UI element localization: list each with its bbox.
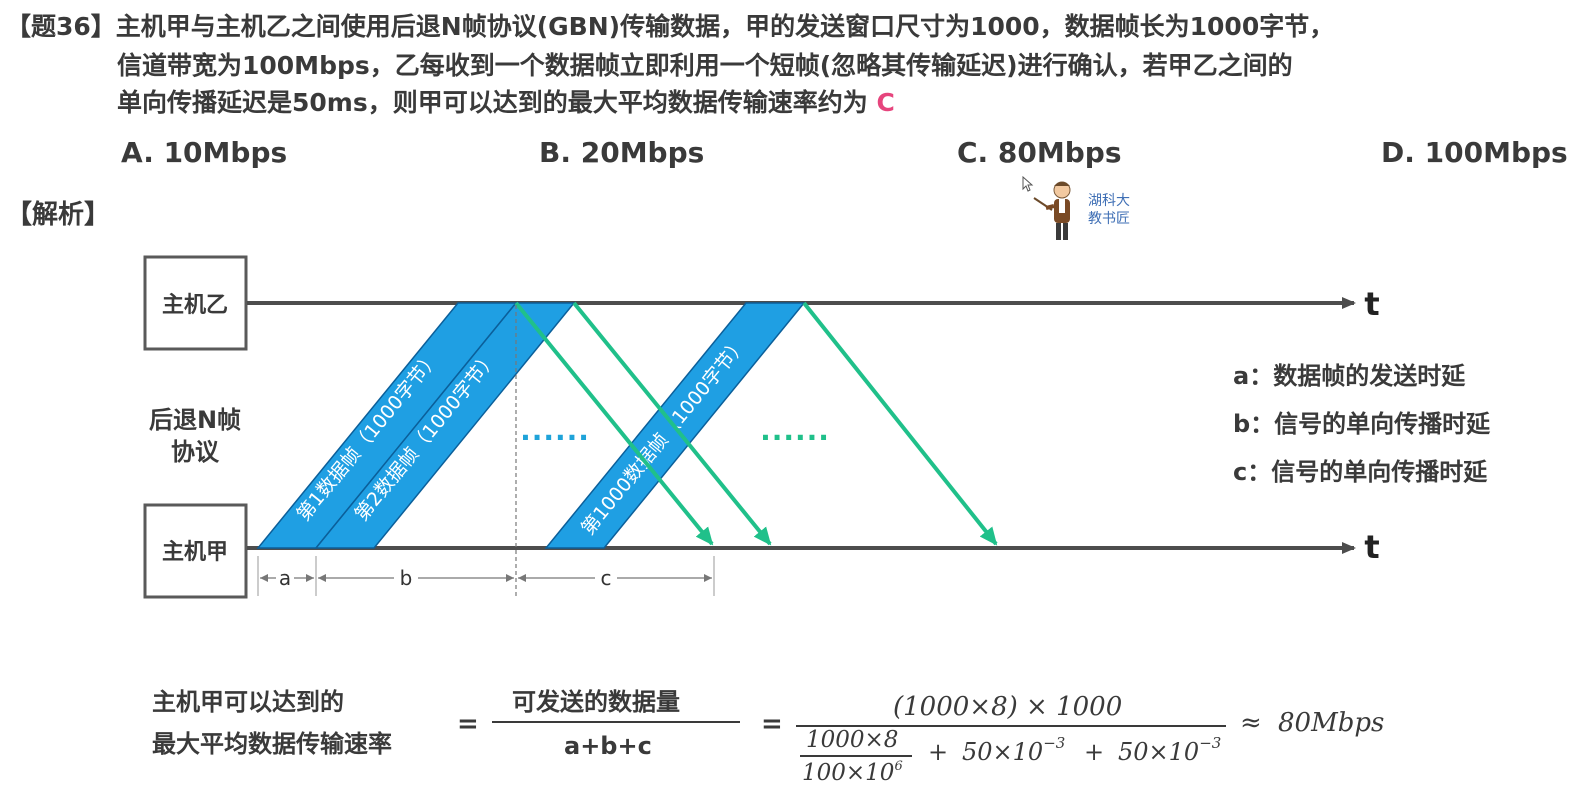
host-b-label: 主机乙 xyxy=(162,293,228,318)
formula-big-numerator: (1000×8) × 1000 xyxy=(893,692,1123,722)
formula-term-2-base: 50×10 xyxy=(1118,738,1200,766)
option-c: C. 80Mbps xyxy=(957,136,1122,169)
formula-inner-den-exp: 6 xyxy=(894,759,903,774)
question-line-2: 信道带宽为100Mbps，乙每收到一个数据帧立即利用一个短帧(忽略其传输延迟)进… xyxy=(117,51,1293,80)
formula-frac-numerator: 可发送的数据量 xyxy=(512,688,680,716)
question-line-3: 单向传播延迟是50ms，则甲可以达到的最大平均数据传输速率约为 C xyxy=(117,90,895,115)
formula-plus-1: + xyxy=(928,738,949,766)
formula-result: 80Mbps xyxy=(1278,708,1385,738)
legend-b: b：信号的单向传播时延 xyxy=(1233,410,1491,438)
protocol-label-line-2: 协议 xyxy=(171,438,220,466)
teacher-figure-icon xyxy=(1033,181,1071,240)
ellipsis-2: ...... xyxy=(760,414,830,447)
question-line-3-text: 单向传播延迟是50ms，则甲可以达到的最大平均数据传输速率约为 xyxy=(117,88,868,117)
formula-inner-numerator: 1000×8 xyxy=(806,727,899,753)
formula-term-1-exp: −3 xyxy=(1043,734,1066,752)
answer-mark: C xyxy=(876,88,895,117)
legend-c: c：信号的单向传播时延 xyxy=(1233,458,1488,486)
formula-term-2: 50×10−3 xyxy=(1118,736,1221,766)
formula-term-1-base: 50×10 xyxy=(962,738,1044,766)
formula-term-1: 50×10−3 xyxy=(962,736,1065,766)
ack-arrow-1 xyxy=(514,301,714,546)
formula-frac-bar-1 xyxy=(492,721,740,723)
formula-lhs-line-2: 最大平均数据传输速率 xyxy=(152,730,392,758)
mouse-cursor-icon xyxy=(1022,176,1034,192)
teacher-logo-line-2: 教书匠 xyxy=(1088,211,1130,227)
option-d: D. 100Mbps xyxy=(1381,136,1568,169)
dim-label-a-bg xyxy=(276,566,294,590)
formula-frac-bar-2 xyxy=(796,725,1226,727)
dim-label-a: a xyxy=(279,566,291,590)
host-a-box: 主机甲 xyxy=(143,503,248,599)
formula-eq-1: = xyxy=(457,709,479,739)
formula-term-2-exp: −3 xyxy=(1199,734,1222,752)
dim-label-c-bg xyxy=(595,566,617,590)
host-a-label: 主机甲 xyxy=(162,540,228,565)
formula-inner-den-base: 100×10 xyxy=(802,760,895,786)
formula-eq-2: = xyxy=(761,709,783,739)
ack-arrow-1000 xyxy=(802,301,998,546)
formula-inner-denominator: 100×106 xyxy=(802,759,903,786)
formula-plus-2: + xyxy=(1084,738,1105,766)
dim-label-b-bg xyxy=(394,566,418,590)
time-label-top: t xyxy=(1364,285,1379,323)
option-b: B. 20Mbps xyxy=(539,136,705,169)
ellipsis-1: ...... xyxy=(520,414,590,447)
teacher-logo-line-1: 湖科大 xyxy=(1088,193,1130,209)
analysis-title: 【解析】 xyxy=(6,200,111,230)
ack-arrow-2 xyxy=(572,301,772,546)
protocol-label-line-1: 后退N帧 xyxy=(149,406,241,434)
option-a: A. 10Mbps xyxy=(121,136,288,169)
question-line-1: 【题36】主机甲与主机乙之间使用后退N帧协议(GBN)传输数据，甲的发送窗口尺寸… xyxy=(6,12,1335,41)
host-b-box: 主机乙 xyxy=(143,255,248,351)
time-label-bottom: t xyxy=(1364,528,1379,566)
frame-1000-label: 第1000数据帧（1000字节） xyxy=(577,333,752,539)
formula-frac-denominator: a+b+c xyxy=(564,732,652,760)
legend-a: a：数据帧的发送时延 xyxy=(1233,362,1466,390)
formula-approx: ≈ xyxy=(1240,708,1262,738)
dim-label-c: c xyxy=(601,566,612,590)
dim-label-b: b xyxy=(400,566,413,590)
teacher-logo: 湖科大 教书匠 xyxy=(1030,178,1140,242)
formula-frac-bar-3 xyxy=(800,755,912,757)
formula-lhs-line-1: 主机甲可以达到的 xyxy=(152,688,344,716)
